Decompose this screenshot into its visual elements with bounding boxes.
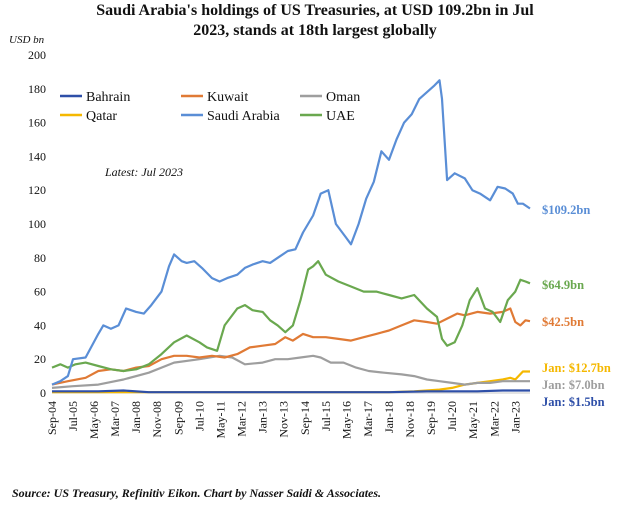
end-label-bahrain: Jan: $1.5bn (542, 395, 605, 409)
x-tick-label: Jan-08 (129, 401, 143, 433)
x-tick-label: Nov-18 (403, 401, 417, 438)
x-tick-label: Jul-15 (319, 401, 333, 431)
x-tick-label: Jul-10 (192, 401, 206, 431)
x-tick-label: Sep-19 (424, 401, 438, 435)
series-line-uae (51, 260, 531, 373)
end-label-uae: $64.9bn (542, 278, 584, 292)
end-label-kuwait: $42.5bn (542, 315, 584, 329)
y-axis: 0 20 40 60 80 100 120 140 160 180 200 (28, 48, 46, 400)
end-labels: Jan: $1.5bn $42.5bn Jan: $7.0bn Jan: $12.7b… (542, 203, 611, 409)
x-axis: Sep-04 Jul-05 May-06 Mar-07 Jan-08 Nov-08 Sep-… (45, 401, 522, 439)
end-label-qatar: Jan: $12.7bn (542, 361, 611, 375)
legend-label-bahrain: Bahrain (86, 90, 130, 105)
series-line-saudi-arabia (51, 79, 531, 386)
x-tick-label: Sep-09 (171, 401, 185, 435)
x-tick-label: Jan-23 (508, 401, 522, 433)
y-tick-label: 60 (34, 285, 46, 299)
series-line-qatar (52, 370, 530, 394)
x-tick-label: May-21 (466, 401, 480, 439)
x-tick-label: Mar-07 (108, 401, 122, 437)
legend-label-saudi-arabia: Saudi Arabia (207, 109, 280, 124)
legend-label-uae: UAE (326, 109, 355, 124)
y-axis-label: USD bn (9, 34, 45, 46)
y-tick-label: 120 (28, 183, 46, 197)
end-label-oman: Jan: $7.0bn (542, 378, 605, 392)
series-line-oman (51, 354, 530, 389)
y-tick-label: 40 (34, 318, 46, 332)
y-tick-label: 20 (34, 352, 46, 366)
end-label-saudi-arabia: $109.2bn (542, 203, 590, 217)
series-line-bahrain (52, 389, 530, 394)
legend-label-oman: Oman (326, 90, 360, 105)
chart-title-line-2: 2023, stands at 18th largest globally (193, 22, 437, 39)
y-tick-label: 0 (40, 386, 46, 400)
y-tick-label: 100 (28, 217, 46, 231)
latest-annotation: Latest: Jul 2023 (104, 165, 183, 179)
x-tick-label: May-11 (213, 401, 227, 439)
chart-title-line-1: Saudi Arabia's holdings of US Treasuries… (96, 2, 534, 19)
x-tick-label: Sep-14 (298, 401, 312, 435)
x-tick-label: Nov-08 (150, 401, 164, 438)
x-tick-label: May-06 (87, 401, 101, 439)
x-tick-label: Mar-22 (487, 401, 501, 437)
x-tick-label: Jan-18 (382, 401, 396, 433)
legend-label-qatar: Qatar (86, 109, 117, 124)
x-tick-label: May-16 (340, 401, 354, 439)
x-tick-label: Nov-13 (277, 401, 291, 438)
y-tick-label: 140 (28, 149, 46, 163)
series-line-kuwait (51, 307, 531, 386)
source-note: Source: US Treasury, Refinitiv Eikon. Ch… (12, 486, 382, 500)
x-tick-label: Sep-04 (45, 401, 59, 435)
x-tick-label: Jul-20 (445, 401, 459, 431)
y-tick-label: 200 (28, 48, 46, 62)
y-tick-label: 160 (28, 116, 46, 130)
x-tick-label: Jan-13 (256, 401, 270, 433)
y-tick-label: 80 (34, 251, 46, 265)
legend: Bahrain Kuwait Oman Qatar Saudi Arabia UAE (60, 90, 360, 124)
x-tick-label: Mar-12 (235, 401, 249, 437)
y-tick-label: 180 (28, 82, 46, 96)
x-tick-label: Jul-05 (66, 401, 80, 431)
series-lines (51, 79, 531, 394)
x-tick-label: Mar-17 (361, 401, 375, 437)
legend-label-kuwait: Kuwait (207, 90, 248, 105)
